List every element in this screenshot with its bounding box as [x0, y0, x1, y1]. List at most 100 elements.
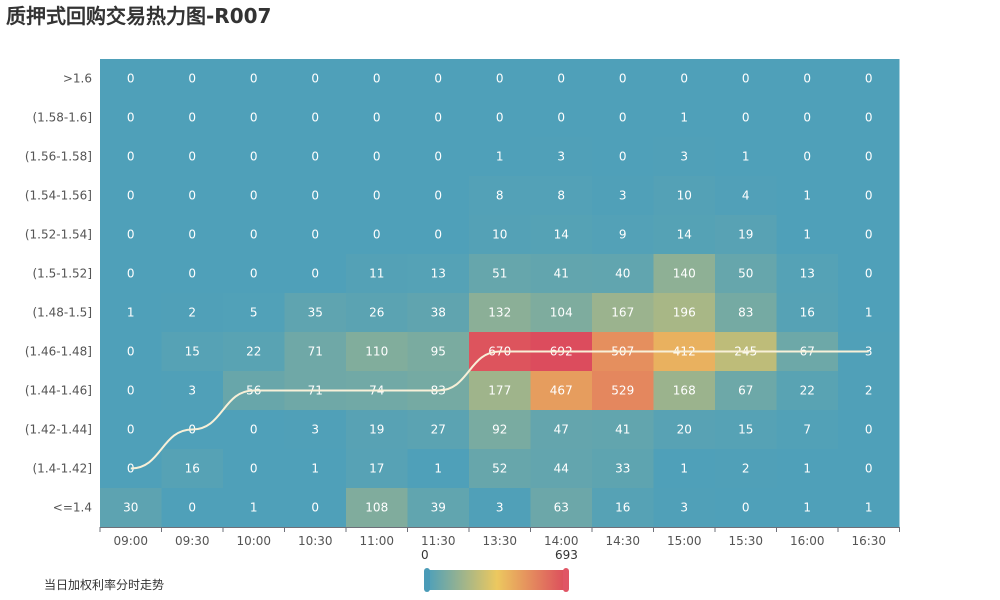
- heatmap-cell[interactable]: [530, 137, 593, 176]
- heatmap-cell[interactable]: [407, 176, 470, 215]
- heatmap-cell[interactable]: [715, 137, 777, 176]
- heatmap-cell[interactable]: [715, 449, 777, 488]
- heatmap-cell[interactable]: [530, 176, 593, 215]
- heatmap-cell[interactable]: [100, 98, 162, 137]
- heatmap-cell[interactable]: [653, 176, 716, 215]
- heatmap-cell[interactable]: [223, 293, 285, 332]
- heatmap-cell[interactable]: [776, 137, 839, 176]
- heatmap-cell[interactable]: [530, 293, 593, 332]
- heatmap-cell[interactable]: [407, 293, 470, 332]
- heatmap-cell[interactable]: [100, 254, 162, 293]
- heatmap-cell[interactable]: [653, 59, 716, 98]
- heatmap-cell[interactable]: [223, 59, 285, 98]
- heatmap-cell[interactable]: [100, 293, 162, 332]
- trend-line[interactable]: [130, 350, 869, 470]
- heatmap-cell[interactable]: [346, 137, 408, 176]
- heatmap-cell[interactable]: [715, 254, 777, 293]
- heatmap-cell[interactable]: [161, 137, 224, 176]
- heatmap-cell[interactable]: [284, 488, 347, 527]
- heatmap-cell[interactable]: [284, 176, 347, 215]
- heatmap-cell[interactable]: [161, 332, 224, 371]
- heatmap-cell[interactable]: [284, 59, 347, 98]
- heatmap-cell[interactable]: [469, 449, 531, 488]
- heatmap-cell[interactable]: [838, 488, 900, 527]
- heatmap-cell[interactable]: [838, 410, 900, 449]
- heatmap-cell[interactable]: [592, 98, 654, 137]
- heatmap-cell[interactable]: [346, 98, 408, 137]
- heatmap-cell[interactable]: [223, 254, 285, 293]
- heatmap-cell[interactable]: [223, 215, 285, 254]
- heatmap-cell[interactable]: [407, 410, 470, 449]
- heatmap-cell[interactable]: [653, 449, 716, 488]
- heatmap-cell[interactable]: [346, 488, 408, 527]
- heatmap-cell[interactable]: [592, 449, 654, 488]
- heatmap-cell[interactable]: [223, 332, 285, 371]
- heatmap-cell[interactable]: [100, 176, 162, 215]
- heatmap-cell[interactable]: [530, 215, 593, 254]
- heatmap-cell[interactable]: [530, 254, 593, 293]
- heatmap-cell[interactable]: [469, 488, 531, 527]
- heatmap-cell[interactable]: [346, 254, 408, 293]
- heatmap-cell[interactable]: [469, 410, 531, 449]
- heatmap-cell[interactable]: [653, 254, 716, 293]
- legend-trend-label[interactable]: 当日加权利率分时走势: [44, 578, 165, 592]
- heatmap-cell[interactable]: [592, 59, 654, 98]
- heatmap-cell[interactable]: [407, 449, 470, 488]
- heatmap-cell[interactable]: [469, 59, 531, 98]
- heatmap-cell[interactable]: [592, 488, 654, 527]
- heatmap-cell[interactable]: [161, 488, 224, 527]
- heatmap-cell[interactable]: [530, 449, 593, 488]
- heatmap-cell[interactable]: [653, 293, 716, 332]
- heatmap-cell[interactable]: [100, 410, 162, 449]
- heatmap-cell[interactable]: [653, 215, 716, 254]
- heatmap-cell[interactable]: [346, 293, 408, 332]
- heatmap-cell[interactable]: [223, 488, 285, 527]
- heatmap-cell[interactable]: [653, 488, 716, 527]
- heatmap-cell[interactable]: [653, 371, 716, 410]
- heatmap-cell[interactable]: [592, 215, 654, 254]
- heatmap-cell[interactable]: [223, 410, 285, 449]
- heatmap-cell[interactable]: [592, 371, 654, 410]
- heatmap-cell[interactable]: [530, 98, 593, 137]
- heatmap-cell[interactable]: [100, 215, 162, 254]
- heatmap-cell[interactable]: [223, 449, 285, 488]
- heatmap-cell[interactable]: [592, 293, 654, 332]
- heatmap-cell[interactable]: [284, 98, 347, 137]
- heatmap-cell[interactable]: [346, 449, 408, 488]
- heatmap-cell[interactable]: [530, 59, 593, 98]
- heatmap-cell[interactable]: [469, 137, 531, 176]
- heatmap-cell[interactable]: [223, 137, 285, 176]
- heatmap-cell[interactable]: [838, 137, 900, 176]
- heatmap-cell[interactable]: [592, 254, 654, 293]
- visual-map-min-handle[interactable]: [424, 568, 430, 592]
- heatmap-cell[interactable]: [284, 254, 347, 293]
- heatmap-cell[interactable]: [223, 176, 285, 215]
- heatmap-cell[interactable]: [715, 215, 777, 254]
- heatmap-cell[interactable]: [346, 59, 408, 98]
- heatmap-cell[interactable]: [838, 371, 900, 410]
- heatmap-cell[interactable]: [346, 332, 408, 371]
- heatmap-cell[interactable]: [838, 98, 900, 137]
- heatmap-cell[interactable]: [223, 98, 285, 137]
- heatmap-cell[interactable]: [776, 215, 839, 254]
- heatmap-cell[interactable]: [838, 254, 900, 293]
- heatmap-cell[interactable]: [100, 371, 162, 410]
- heatmap-cell[interactable]: [407, 98, 470, 137]
- heatmap-cell[interactable]: [776, 449, 839, 488]
- heatmap-cell[interactable]: [469, 293, 531, 332]
- heatmap-cell[interactable]: [284, 332, 347, 371]
- heatmap-cell[interactable]: [284, 449, 347, 488]
- heatmap-cell[interactable]: [407, 488, 470, 527]
- heatmap-cell[interactable]: [284, 137, 347, 176]
- heatmap-cell[interactable]: [776, 59, 839, 98]
- visual-map-max-handle[interactable]: [563, 568, 569, 592]
- heatmap-cell[interactable]: [592, 410, 654, 449]
- heatmap-cell[interactable]: [161, 293, 224, 332]
- heatmap-cell[interactable]: [838, 449, 900, 488]
- heatmap-cell[interactable]: [838, 293, 900, 332]
- heatmap-cell[interactable]: [838, 215, 900, 254]
- heatmap-cell[interactable]: [161, 59, 224, 98]
- heatmap-cell[interactable]: [100, 137, 162, 176]
- heatmap-cell[interactable]: [776, 488, 839, 527]
- heatmap-cell[interactable]: [346, 176, 408, 215]
